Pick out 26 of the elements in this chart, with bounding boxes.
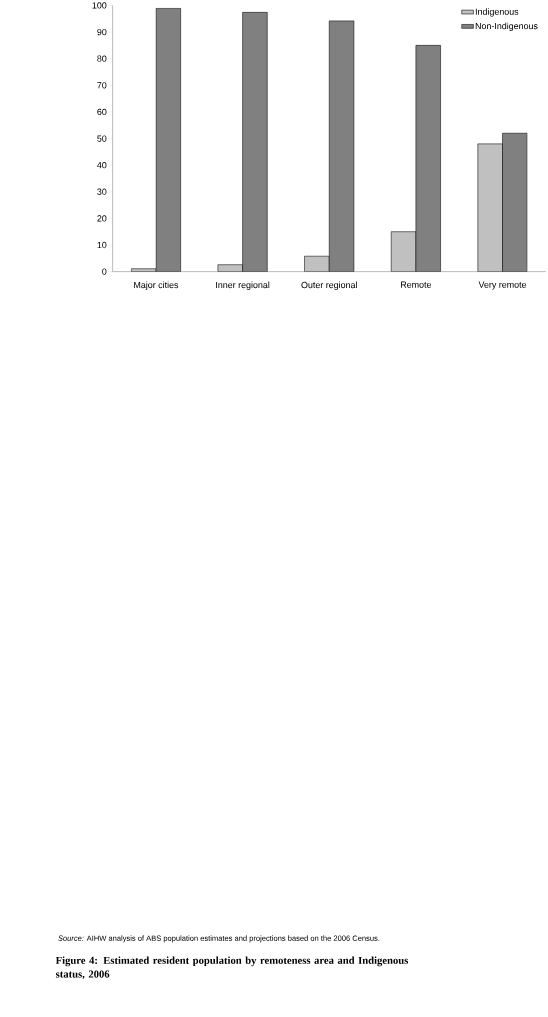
y-tick-label: 0 [102,268,107,275]
y-tick-label: 50 [97,135,107,142]
bar [477,143,503,272]
y-tick-label: 100 [92,2,107,9]
x-tick-label: Outer regional [301,281,357,290]
y-tick-label: 10 [97,241,107,249]
text: Figure 4: Estimated resident population by remoteness area and Indigenous status, 2006 [55,956,408,980]
y-tick-label: 80 [97,55,107,62]
x-tick-label: Inner regional [216,281,270,290]
legend-label: Non-Indigenous [475,22,538,31]
y-tick-label: 20 [97,215,107,222]
legend-label: Indigenous [475,8,519,17]
y-tick-label: 30 [97,188,107,195]
bar [242,12,268,272]
y-tick-label: 90 [97,28,107,36]
y-tick-label: 40 [97,162,107,169]
y-tick-label: 60 [97,108,107,116]
bar [415,45,441,272]
x-tick-label: Very remote [478,281,527,290]
x-tick-label: Major cities [134,281,179,290]
bar [155,8,181,272]
y-tick-label: 70 [97,82,107,89]
bar [502,132,528,272]
bar [329,20,354,272]
x-tick-label: Remote [400,281,432,288]
bar [391,231,416,272]
